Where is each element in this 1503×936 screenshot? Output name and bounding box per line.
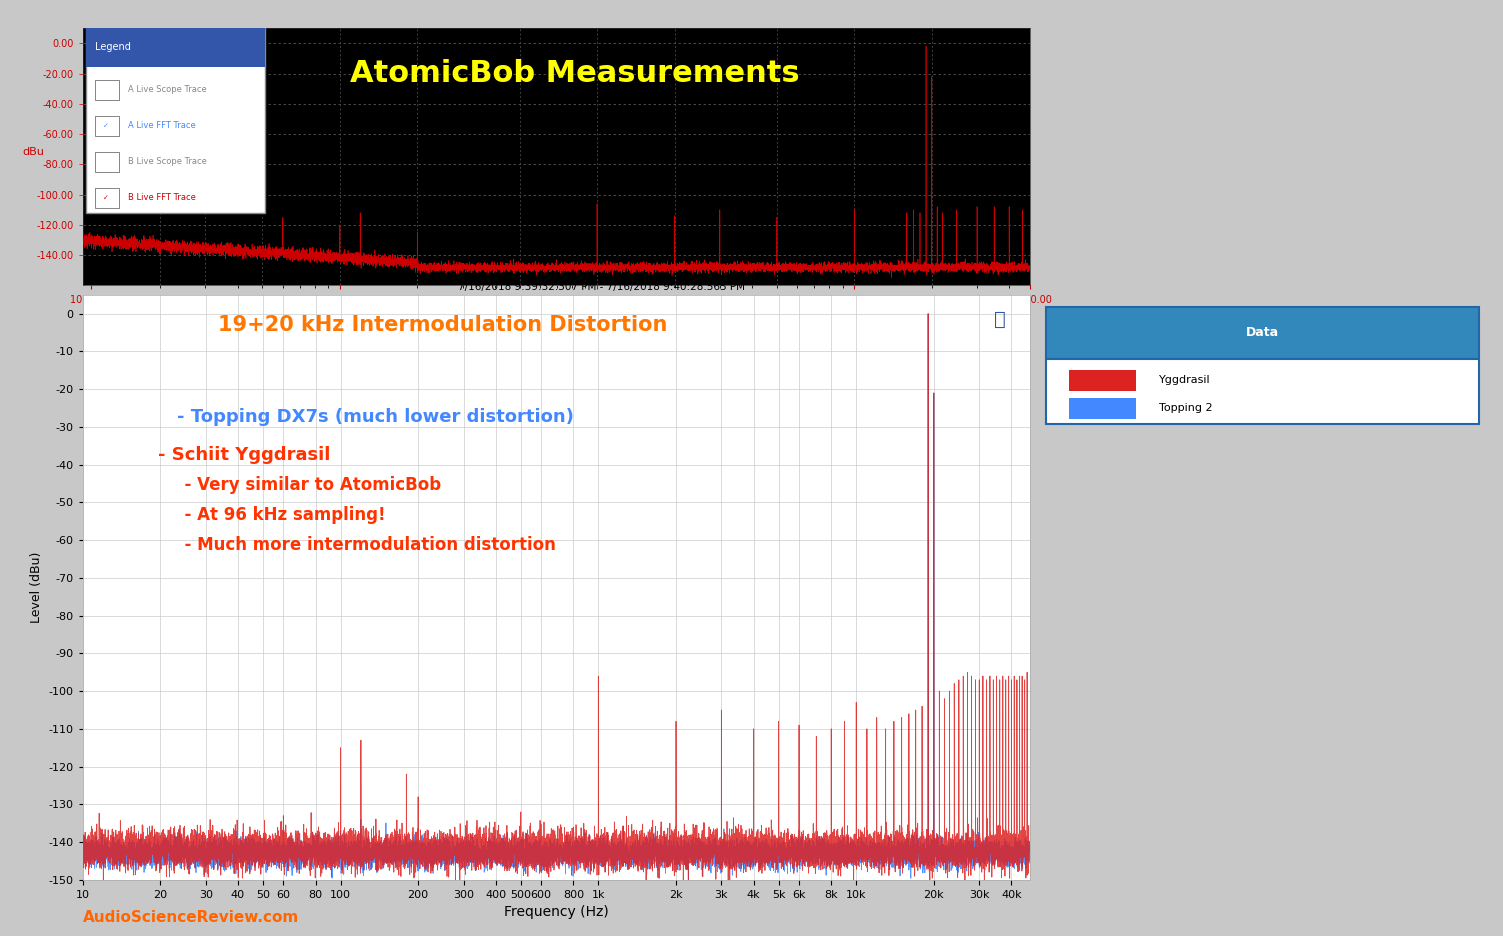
Text: 7/16/2018 9:39:32.307 PM - 7/16/2018 9:40:28.565 PM: 7/16/2018 9:39:32.307 PM - 7/16/2018 9:4… xyxy=(458,282,744,292)
X-axis label: Frequency (Hz): Frequency (Hz) xyxy=(504,905,609,919)
Text: ✓: ✓ xyxy=(104,195,110,201)
Text: Topping 2: Topping 2 xyxy=(1159,403,1213,414)
Y-axis label: Level (dBu): Level (dBu) xyxy=(30,551,44,623)
Text: B Live FFT Trace: B Live FFT Trace xyxy=(128,194,195,202)
Text: - Topping DX7s (much lower distortion): - Topping DX7s (much lower distortion) xyxy=(177,408,574,426)
Text: Yggdrasil: Yggdrasil xyxy=(1159,375,1210,386)
Text: ✓: ✓ xyxy=(104,123,110,129)
Text: - Very similar to AtomicBob: - Very similar to AtomicBob xyxy=(173,476,440,494)
Text: - Much more intermodulation distortion: - Much more intermodulation distortion xyxy=(173,536,556,554)
FancyBboxPatch shape xyxy=(86,28,266,213)
FancyBboxPatch shape xyxy=(95,187,119,208)
FancyBboxPatch shape xyxy=(95,115,119,137)
Text: Ⓐ: Ⓐ xyxy=(993,310,1006,329)
Text: Data: Data xyxy=(1246,327,1279,340)
Y-axis label: dBu: dBu xyxy=(23,147,45,156)
FancyBboxPatch shape xyxy=(95,80,119,100)
Text: 19+20 kHz Intermodulation Distortion: 19+20 kHz Intermodulation Distortion xyxy=(218,315,667,335)
Text: AudioScienceReview.com: AudioScienceReview.com xyxy=(83,910,299,925)
FancyBboxPatch shape xyxy=(1046,359,1479,423)
FancyBboxPatch shape xyxy=(86,28,266,66)
Text: AtomicBob Measurements: AtomicBob Measurements xyxy=(350,59,800,88)
FancyBboxPatch shape xyxy=(1069,398,1136,418)
FancyBboxPatch shape xyxy=(1069,370,1136,390)
Text: - At 96 kHz sampling!: - At 96 kHz sampling! xyxy=(173,506,385,524)
Text: A Live Scope Trace: A Live Scope Trace xyxy=(128,85,207,95)
Text: B Live Scope Trace: B Live Scope Trace xyxy=(128,157,207,167)
FancyBboxPatch shape xyxy=(95,152,119,172)
FancyBboxPatch shape xyxy=(1046,306,1479,359)
Text: Legend: Legend xyxy=(95,42,131,52)
Text: - Schiit Yggdrasil: - Schiit Yggdrasil xyxy=(158,446,331,464)
Text: A Live FFT Trace: A Live FFT Trace xyxy=(128,122,195,130)
